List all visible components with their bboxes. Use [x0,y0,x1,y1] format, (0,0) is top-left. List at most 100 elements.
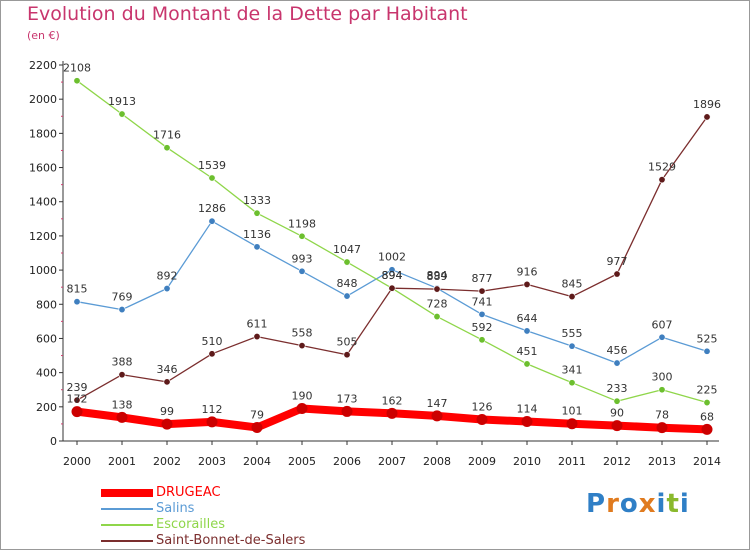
data-point-escorailles [343,258,351,266]
data-label-drugeac: 78 [655,409,669,422]
data-point-drugeac [431,410,443,422]
x-tick-label: 2001 [108,455,136,468]
data-point-salins [343,292,351,300]
data-label-salins: 525 [697,332,718,345]
data-point-saint-bonnet-de-salers [73,396,81,404]
data-label-escorailles: 2108 [63,62,91,75]
data-point-saint-bonnet-de-salers [298,342,306,350]
data-label-saint-bonnet-de-salers: 388 [112,356,133,369]
data-label-escorailles: 233 [607,382,628,395]
data-label-saint-bonnet-de-salers: 916 [517,265,538,278]
data-point-salins [253,243,261,251]
legend-label: Saint-Bonnet-de-Salers [156,533,306,548]
data-point-salins [388,266,396,274]
data-label-drugeac: 99 [160,405,174,418]
data-point-salins [523,327,531,335]
data-point-escorailles [523,360,531,368]
series-line-salins [76,220,708,364]
data-point-saint-bonnet-de-salers [343,351,351,359]
data-point-escorailles [298,232,306,240]
data-label-saint-bonnet-de-salers: 510 [202,335,223,348]
data-label-saint-bonnet-de-salers: 611 [247,318,268,331]
proxiti-logo: Proxiti [586,489,690,519]
data-label-escorailles: 894 [382,269,403,282]
data-point-escorailles [208,174,216,182]
data-point-escorailles [478,336,486,344]
data-point-salins [478,310,486,318]
data-label-saint-bonnet-de-salers: 845 [562,278,583,291]
data-point-escorailles [703,399,711,407]
data-label-salins: 555 [562,327,583,340]
data-point-drugeac [251,421,263,433]
data-label-saint-bonnet-de-salers: 505 [337,336,358,349]
x-tick-label: 2000 [63,455,91,468]
data-point-saint-bonnet-de-salers [253,333,261,341]
data-label-salins: 848 [337,277,358,290]
data-label-salins: 1136 [243,228,271,241]
data-label-drugeac: 147 [427,397,448,410]
data-label-saint-bonnet-de-salers: 239 [67,381,88,394]
x-tick-label: 2013 [648,455,676,468]
data-point-drugeac [71,406,83,418]
legend-label: DRUGEAC [156,485,221,500]
data-point-salins [118,306,126,314]
data-point-salins [73,298,81,306]
y-tick-label: 2000 [29,93,57,106]
data-point-saint-bonnet-de-salers [433,285,441,293]
data-label-drugeac: 173 [337,392,358,405]
data-point-drugeac [476,413,488,425]
data-label-saint-bonnet-de-salers: 346 [157,363,178,376]
data-point-salins [568,342,576,350]
data-label-saint-bonnet-de-salers: 889 [427,270,448,283]
data-label-escorailles: 1333 [243,194,271,207]
data-point-drugeac [116,411,128,423]
data-label-escorailles: 1047 [333,243,361,256]
data-point-saint-bonnet-de-salers [703,113,711,121]
chart-title: Evolution du Montant de la Dette par Hab… [27,3,468,25]
data-label-escorailles: 341 [562,364,583,377]
x-tick-label: 2004 [243,455,271,468]
data-point-saint-bonnet-de-salers [523,280,531,288]
chart-unit: (en €) [27,29,60,42]
data-label-escorailles: 451 [517,345,538,358]
data-label-saint-bonnet-de-salers: 977 [607,255,628,268]
data-label-drugeac: 190 [292,390,313,403]
x-tick-label: 2011 [558,455,586,468]
data-label-salins: 1002 [378,251,406,264]
legend-label: Escorailles [156,517,226,532]
y-tick-label: 1200 [29,230,57,243]
data-label-drugeac: 162 [382,394,403,407]
data-label-saint-bonnet-de-salers: 1529 [648,161,676,174]
data-label-salins: 769 [112,291,133,304]
data-label-escorailles: 225 [697,384,718,397]
legend-swatch [101,524,153,526]
data-point-saint-bonnet-de-salers [388,284,396,292]
x-tick-label: 2014 [693,455,721,468]
data-point-salins [658,333,666,341]
x-tick-label: 2002 [153,455,181,468]
x-tick-label: 2007 [378,455,406,468]
data-point-saint-bonnet-de-salers [208,350,216,358]
y-tick-label: 1600 [29,162,57,175]
data-label-escorailles: 1198 [288,217,316,230]
data-label-salins: 894 [427,269,448,282]
y-tick-label: 600 [36,332,57,345]
data-point-drugeac [611,420,623,432]
data-label-salins: 741 [472,295,493,308]
y-tick-label: 0 [50,435,57,448]
y-tick-label: 2200 [29,59,57,72]
data-label-salins: 456 [607,344,628,357]
x-tick-label: 2006 [333,455,361,468]
data-point-drugeac [521,416,533,428]
y-tick-label: 1400 [29,196,57,209]
y-tick-label: 1000 [29,264,57,277]
x-tick-label: 2003 [198,455,226,468]
data-label-drugeac: 172 [67,393,88,406]
data-point-drugeac [296,403,308,415]
data-label-escorailles: 300 [652,371,673,384]
data-label-escorailles: 728 [427,298,448,311]
data-point-saint-bonnet-de-salers [613,270,621,278]
data-point-drugeac [701,423,713,435]
data-label-saint-bonnet-de-salers: 894 [382,269,403,282]
